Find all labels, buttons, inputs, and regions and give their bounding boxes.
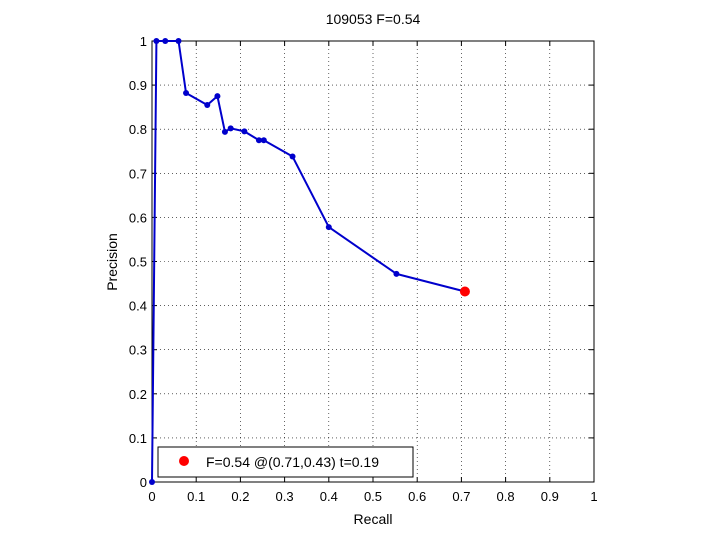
x-tick-label: 0.5 — [364, 489, 382, 504]
data-point — [393, 270, 400, 277]
y-tick-label: 0.7 — [129, 166, 147, 181]
data-point — [260, 137, 267, 144]
x-axis-tick-labels: 0 0.1 0.2 0.3 0.4 0.5 0.6 0.7 0.8 0.9 1 — [148, 489, 597, 504]
x-tick-label: 0.4 — [320, 489, 338, 504]
chart-title: 109053 F=0.54 — [326, 11, 421, 27]
legend-box — [157, 446, 414, 478]
series-layer — [149, 38, 468, 485]
x-tick-label: 0.6 — [408, 489, 426, 504]
data-point — [227, 125, 234, 132]
y-tick-label: 0.3 — [129, 343, 147, 358]
x-tick-label: 0.8 — [497, 489, 515, 504]
x-tick-label: 1 — [590, 489, 597, 504]
y-axis-tick-labels: 0 0.1 0.2 0.3 0.4 0.5 0.6 0.7 0.8 0.9 1 — [129, 34, 147, 490]
x-tick-label: 0.7 — [452, 489, 470, 504]
best-f-point — [459, 286, 470, 297]
data-point — [241, 128, 248, 135]
y-tick-label: 0 — [140, 475, 147, 490]
y-axis-label: Precision — [104, 233, 120, 291]
legend: F=0.54 @(0.71,0.43) t=0.19 — [157, 446, 414, 478]
x-tick-label: 0.3 — [276, 489, 294, 504]
legend-marker — [179, 456, 189, 466]
data-point — [289, 153, 296, 160]
data-point — [325, 224, 332, 231]
grid-lines — [152, 41, 594, 482]
y-tick-label: 0.5 — [129, 255, 147, 270]
data-point — [221, 128, 228, 135]
data-point — [149, 479, 155, 485]
x-tick-label: 0 — [148, 489, 155, 504]
x-tick-label: 0.9 — [541, 489, 559, 504]
y-tick-label: 0.9 — [129, 78, 147, 93]
data-point — [255, 137, 262, 144]
y-tick-label: 0.1 — [129, 431, 147, 446]
data-point — [175, 38, 182, 44]
y-tick-label: 0.8 — [129, 122, 147, 137]
series-line — [151, 40, 466, 483]
y-tick-label: 1 — [140, 34, 147, 49]
best-point-layer — [459, 286, 470, 297]
y-tick-label: 0.2 — [129, 387, 147, 402]
legend-text: F=0.54 @(0.71,0.43) t=0.19 — [206, 454, 379, 470]
data-point — [204, 101, 211, 108]
y-tick-label: 0.4 — [129, 299, 147, 314]
y-tick-label: 0.6 — [129, 210, 147, 225]
data-point — [153, 38, 160, 44]
x-tick-label: 0.1 — [187, 489, 205, 504]
x-tick-label: 0.2 — [231, 489, 249, 504]
data-point — [183, 90, 190, 97]
x-axis-label: Recall — [354, 511, 393, 527]
data-point — [162, 38, 169, 44]
data-point — [214, 93, 221, 100]
